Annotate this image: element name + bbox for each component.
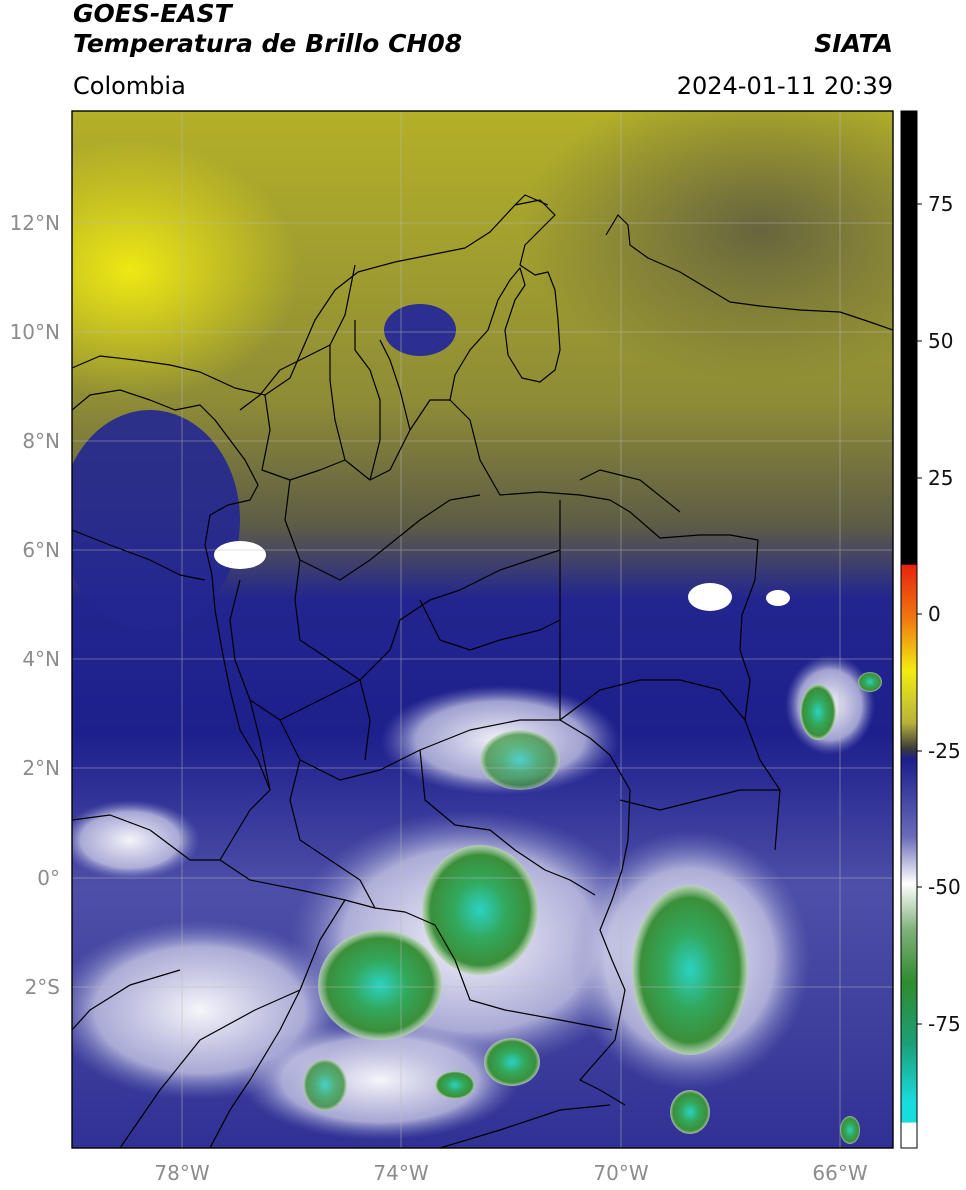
latitude-labels: 12°N 10°N 8°N 6°N 4°N 2°N 0° 2°S [10,211,60,999]
longitude-labels: 78°W 74°W 70°W 66°W [154,1161,867,1185]
colorbar-frame [900,110,918,1149]
title-satellite: GOES-EAST [73,0,232,28]
colorbar-tick-label: 50 [928,329,953,353]
latitude-tick-label: 10°N [10,320,60,344]
longitude-tick-label: 78°W [154,1161,209,1185]
latitude-tick-label: 8°N [22,429,60,453]
title-product: Temperatura de Brillo CH08 [73,29,463,58]
datetime-label: 2024-01-11 20:39 [676,72,893,100]
brightness-temperature-field [72,111,893,1148]
colorbar-tick-label: -50 [928,875,961,899]
colorbar-tick-label: 25 [928,466,953,490]
longitude-tick-label: 74°W [373,1161,428,1185]
colorbar-tick-label: -75 [928,1012,961,1036]
source-label: SIATA [814,29,893,58]
region-label: Colombia [73,72,186,100]
colorbar-tick-labels: 75 50 25 0 -25 -50 -75 [917,192,961,1036]
latitude-tick-label: 12°N [10,211,60,235]
longitude-tick-label: 70°W [593,1161,648,1185]
latitude-tick-label: 2°S [25,975,60,999]
longitude-tick-label: 66°W [812,1161,867,1185]
latitude-tick-label: 6°N [22,538,60,562]
colorbar [901,111,917,1148]
colorbar-tick-label: -25 [928,739,961,763]
latitude-tick-label: 2°N [22,756,60,780]
map-gridlines [72,111,893,1148]
coastlines-and-borders [72,194,893,1148]
latitude-tick-label: 4°N [22,647,60,671]
latitude-tick-label: 0° [37,866,60,890]
map-frame [71,110,894,1149]
colorbar-tick-label: 75 [928,192,953,216]
colorbar-tick-label: 0 [928,602,941,626]
